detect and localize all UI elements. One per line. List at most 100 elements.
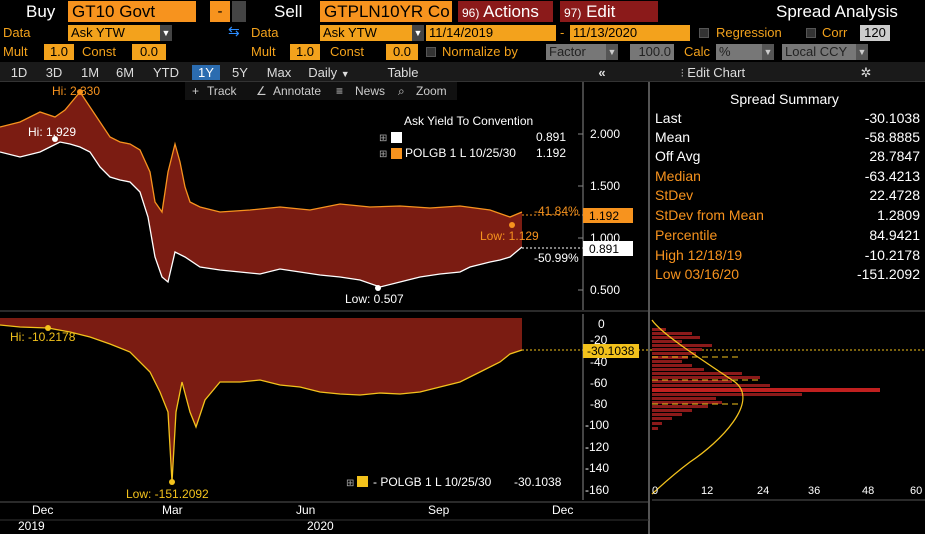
- regression-label: Regression: [716, 25, 782, 40]
- regression-checkbox[interactable]: [699, 28, 709, 38]
- last-value-white: 0.891: [589, 242, 619, 256]
- lower-tick-label: -20: [590, 333, 608, 347]
- page-title: Spread Analysis: [776, 2, 898, 21]
- buy-ticker-input[interactable]: GT10 Govt: [68, 1, 196, 22]
- const-input-buy[interactable]: 0.0: [132, 44, 166, 60]
- data-select-buy[interactable]: Ask YTW: [68, 25, 160, 41]
- normalize-input[interactable]: 100.0: [630, 44, 674, 60]
- summary-row: Off Avg 28.7847: [655, 148, 920, 168]
- gear-icon[interactable]: ✲: [860, 65, 872, 80]
- actions-menu-number: 96): [462, 6, 480, 20]
- tab-ytd[interactable]: YTD: [153, 65, 179, 80]
- mult-input-buy[interactable]: 1.0: [44, 44, 74, 60]
- spread-hi-marker: [45, 325, 51, 331]
- news-button[interactable]: News: [355, 84, 385, 98]
- summary-row: Low 03/16/20 -151.2092: [655, 266, 920, 286]
- hi-label-white: Hi: 1.929: [28, 125, 76, 139]
- crosshair-icon[interactable]: +: [192, 84, 199, 98]
- chevron-down-icon[interactable]: ▼: [160, 25, 172, 41]
- data-select-sell[interactable]: Ask YTW: [320, 25, 412, 41]
- last-value-badge-orange: [583, 208, 633, 223]
- summary-value: -10.2178: [864, 247, 920, 263]
- edit-menu-label: Edit: [586, 2, 616, 21]
- actions-menu-label: Actions: [483, 2, 539, 21]
- hist-tick-label: 12: [701, 485, 713, 497]
- normalize-checkbox[interactable]: [426, 47, 436, 57]
- x-month-label: Dec: [552, 503, 573, 517]
- minus-dropdown-icon[interactable]: [232, 1, 246, 22]
- tab-1y[interactable]: 1Y: [192, 65, 220, 80]
- track-button[interactable]: Track: [207, 84, 238, 98]
- upper-legend-title: Ask Yield To Convention: [404, 114, 533, 128]
- chevron-down-icon[interactable]: ▼: [606, 44, 618, 60]
- expand-icon[interactable]: ⊞: [379, 149, 387, 160]
- chevron-down-icon[interactable]: ▼: [412, 25, 424, 41]
- expand-icon[interactable]: ⊞: [379, 133, 387, 144]
- tab-3d[interactable]: 3D: [45, 65, 63, 80]
- legend-value-polgb: 1.192: [536, 146, 566, 160]
- swap-minus-button[interactable]: -: [210, 1, 230, 22]
- currency-select[interactable]: Local CCY: [782, 44, 856, 60]
- spread-hi-label: Hi: -10.2178: [10, 330, 76, 344]
- chevron-down-icon[interactable]: ▼: [856, 44, 868, 60]
- upper-legend: [372, 110, 576, 164]
- end-date-input[interactable]: 11/13/2020: [570, 25, 690, 41]
- lower-tick-label: -100: [585, 418, 609, 432]
- tab-5y[interactable]: 5Y: [232, 65, 248, 80]
- swap-arrows-icon[interactable]: ⇆: [228, 23, 240, 39]
- summary-key: Low 03/16/20: [655, 266, 740, 282]
- zoom-button[interactable]: Zoom: [416, 84, 447, 98]
- summary-value: 1.2809: [877, 207, 920, 223]
- collapse-panel-icon[interactable]: «: [598, 65, 606, 80]
- hi-label-orange: Hi: 2.330: [52, 84, 100, 98]
- hist-tick-label: 0: [652, 485, 658, 497]
- pct-label-white: -50.99%: [534, 251, 579, 265]
- frequency-select[interactable]: Daily ▼: [304, 65, 354, 80]
- corr-input[interactable]: 120: [860, 25, 890, 41]
- tab-max[interactable]: Max: [266, 65, 292, 80]
- corr-checkbox[interactable]: [806, 28, 816, 38]
- date-range-dash: -: [560, 25, 565, 40]
- normalize-select[interactable]: Factor: [546, 44, 606, 60]
- calc-label: Calc: [684, 44, 711, 59]
- actions-menu-button[interactable]: 96) Actions: [458, 1, 553, 22]
- expand-icon[interactable]: ⊞: [346, 478, 354, 489]
- upper-tick-label: 1.500: [590, 179, 620, 193]
- search-icon[interactable]: ⌕: [398, 84, 405, 98]
- mult-input-sell[interactable]: 1.0: [290, 44, 320, 60]
- series-polgb-line: [0, 90, 523, 218]
- news-icon[interactable]: ≡: [336, 84, 343, 98]
- sell-ticker-input[interactable]: GTPLN10YR Co: [320, 1, 452, 22]
- table-button[interactable]: Table: [387, 65, 419, 80]
- summary-row: Last -30.1038: [655, 110, 920, 130]
- spread-chart-area[interactable]: Hi: 2.330 Hi: 1.929 Low: 1.129 Low: 0.50…: [0, 82, 925, 534]
- summary-row: StDev from Mean 1.2809: [655, 207, 920, 227]
- annotate-button[interactable]: Annotate: [273, 84, 321, 98]
- summary-row: Percentile 84.9421: [655, 227, 920, 247]
- spread-line: [0, 324, 523, 483]
- spread-low-marker: [169, 479, 175, 485]
- summary-row: Mean -58.8885: [655, 129, 920, 149]
- chevron-down-icon[interactable]: ▼: [762, 44, 774, 60]
- x-year-label: 2019: [18, 519, 45, 533]
- tab-1m[interactable]: 1M: [80, 65, 100, 80]
- x-year-label: 2020: [307, 519, 334, 533]
- sell-label: Sell: [274, 2, 303, 21]
- pencil-icon[interactable]: ∠: [256, 84, 267, 98]
- hi-marker-orange: [77, 89, 83, 95]
- hist-tick-label: 60: [910, 485, 922, 497]
- upper-tick-label: 2.000: [590, 127, 620, 141]
- edit-menu-button[interactable]: 97) Edit: [560, 1, 658, 22]
- start-date-input[interactable]: 11/14/2019: [426, 25, 556, 41]
- legend-name-polgb: POLGB 1 L 10/25/30: [405, 146, 516, 160]
- const-input-sell[interactable]: 0.0: [386, 44, 418, 60]
- tab-1d[interactable]: 1D: [10, 65, 28, 80]
- edit-chart-button[interactable]: ⫶ Edit Chart: [668, 65, 758, 80]
- tab-6m[interactable]: 6M: [115, 65, 135, 80]
- normal-curve: [651, 319, 744, 495]
- summary-key: Off Avg: [655, 148, 701, 164]
- chevron-down-icon: ▼: [340, 69, 350, 79]
- calc-select[interactable]: %: [716, 44, 762, 60]
- legend-swatch-orange: [391, 148, 402, 159]
- summary-key: Mean: [655, 129, 691, 145]
